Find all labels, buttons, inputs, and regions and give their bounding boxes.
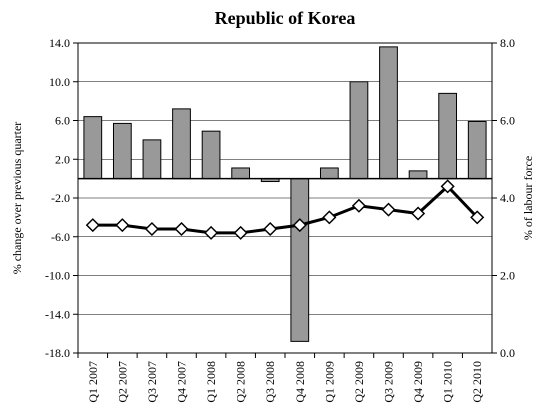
bar — [172, 108, 191, 180]
bar — [438, 92, 458, 180]
marker — [470, 210, 485, 225]
bar — [142, 139, 162, 180]
marker — [263, 221, 278, 237]
y-tick-label: 6.0 — [55, 114, 70, 128]
marker — [411, 206, 426, 221]
chart-title: Republic of Korea — [215, 8, 356, 28]
x-tick-label: Q4 2009 — [411, 361, 425, 403]
y2-tick-label: 4.0 — [500, 191, 515, 205]
bar — [349, 81, 369, 180]
marker — [292, 218, 307, 233]
y-tick-label: -6.0 — [51, 230, 70, 244]
x-tick-label: Q1 2007 — [86, 361, 100, 403]
bar — [467, 120, 487, 180]
x-tick-label: Q2 2008 — [234, 361, 248, 403]
bar — [290, 178, 310, 342]
bar — [319, 167, 339, 180]
marker — [233, 225, 248, 240]
y-tick-label: 14.0 — [49, 36, 70, 50]
x-tick-label: Q3 2009 — [382, 361, 396, 403]
bar — [201, 130, 221, 180]
y-tick-label: -18.0 — [45, 346, 70, 360]
bar — [112, 122, 132, 180]
marker — [351, 198, 366, 213]
y-tick-label: -10.0 — [45, 269, 70, 283]
y2-axis-label: % of labour force — [521, 156, 535, 240]
y-tick-label: 10.0 — [49, 75, 70, 89]
bar — [379, 46, 398, 180]
marker — [115, 218, 130, 233]
y2-tick-label: 2.0 — [500, 269, 515, 283]
x-tick-label: Q2 2007 — [115, 361, 129, 403]
x-tick-label: Q1 2009 — [322, 361, 336, 403]
x-tick-label: Q4 2008 — [293, 361, 307, 403]
x-tick-label: Q2 2009 — [352, 361, 366, 403]
x-tick-label: Q4 2007 — [175, 361, 189, 403]
y2-tick-label: 0.0 — [500, 346, 515, 360]
x-tick-label: Q3 2008 — [263, 361, 277, 403]
y-tick-label: -14.0 — [45, 307, 70, 321]
x-tick-label: Q2 2010 — [470, 361, 484, 403]
x-tick-label: Q3 2007 — [145, 361, 159, 403]
marker — [204, 225, 219, 240]
bar — [83, 116, 103, 180]
marker — [440, 179, 455, 194]
marker — [322, 210, 337, 225]
y-tick-label: 2.0 — [55, 152, 70, 166]
marker — [144, 221, 159, 237]
x-tick-label: Q1 2010 — [441, 361, 455, 403]
x-tick-label: Q1 2008 — [204, 361, 218, 403]
y-tick-label: -2.0 — [51, 191, 70, 205]
y-axis-label: % change over previous quarter — [10, 122, 24, 275]
bar — [408, 170, 428, 180]
marker — [381, 202, 396, 217]
y2-tick-label: 8.0 — [500, 36, 515, 50]
bar — [231, 167, 251, 180]
y2-tick-label: 6.0 — [500, 114, 515, 128]
marker — [174, 221, 189, 237]
marker — [85, 218, 100, 233]
